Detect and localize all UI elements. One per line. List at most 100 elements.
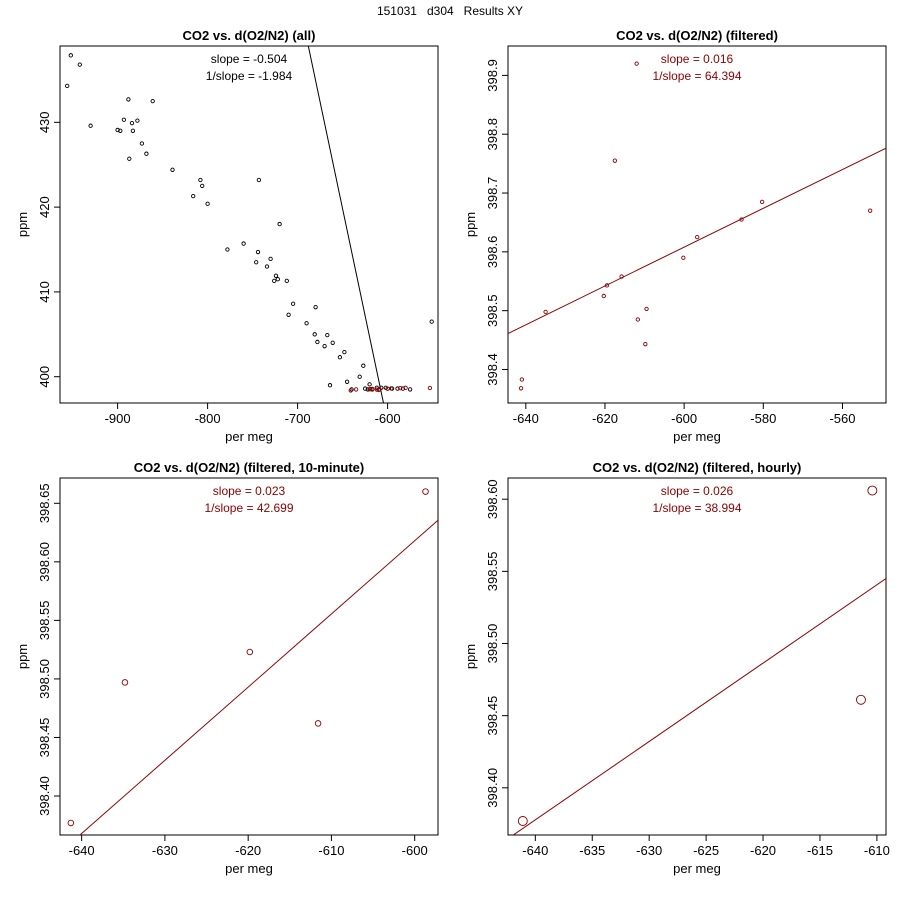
chart-panel-filtered: CO2 vs. d(O2/N2) (filtered) -640 -620 -600 -… [463,28,887,444]
x-tick-label: -620 [235,843,261,858]
x-tick-label: -900 [105,411,131,426]
data-point-filtered [374,387,379,392]
data-point-all [200,183,205,189]
data-point-all [327,383,333,388]
data-point-10-minute [121,679,129,686]
data-point-all [342,349,347,355]
data-point-all [115,127,120,133]
data-point-all [286,312,291,317]
x-tick-label: -630 [636,843,662,858]
data-point-all [277,221,282,227]
chart-title: CO2 vs. d(O2/N2) (filtered, hourly) [593,460,802,475]
data-point-hourly [867,485,878,496]
data-point-filtered [601,293,606,299]
data-point-filtered [353,387,359,392]
data-point-all [121,117,127,122]
y-tick-label: 398.9 [485,59,500,92]
data-point-all [264,264,270,269]
x-tick-label: -620 [592,411,618,426]
data-point-10-minute [67,819,75,827]
y-tick-label: 398.45 [485,696,500,736]
x-tick-label: -600 [671,411,697,426]
x-tick-label: -580 [750,411,776,426]
data-point-filtered [644,306,649,312]
y-tick-label: 398.40 [485,768,500,808]
x-tick-label: -600 [402,843,428,858]
data-point-all [135,118,140,123]
data-point-all [118,128,123,133]
y-tick-label: 400 [37,366,52,388]
data-point-all [365,387,370,392]
x-tick-label: -640 [522,843,548,858]
plot-area [65,46,434,403]
page-title: 151031 d304 Results XY [376,4,524,18]
x-tick-label: -610 [318,843,344,858]
chart-panel-all: CO2 vs. d(O2/N2) (all) -900 -800 -700 -600 pe… [15,28,439,444]
data-point-all [241,241,246,246]
data-point-all [256,177,262,183]
x-tick-label: -640 [513,411,539,426]
plot-area [508,61,886,391]
slope-annotation: 1/slope = 38.994 [652,501,741,515]
data-point-all [88,123,93,128]
data-point-all [205,201,210,206]
y-tick-label: 410 [37,281,52,303]
data-point-filtered [604,283,610,288]
data-point-all [225,247,230,252]
data-point-10-minute [422,488,429,495]
x-tick-label: -620 [750,843,776,858]
slope-annotation: slope = -0.504 [211,52,288,66]
slope-annotation: slope = 0.023 [213,484,286,498]
data-point-all [337,355,343,360]
data-point-all [144,151,149,156]
data-point-filtered [377,387,382,392]
x-axis-label: per meg [673,429,721,444]
slope-annotation: slope = 0.016 [661,52,734,66]
y-tick-label: 398.65 [37,483,52,523]
x-axis-label: per meg [225,429,273,444]
data-point-filtered [427,385,433,391]
y-tick-label: 398.4 [485,353,500,386]
data-point-all [400,386,406,391]
data-point-filtered [543,309,548,314]
data-point-10-minute [314,720,322,727]
data-point-all [198,177,203,183]
data-point-filtered [619,274,624,279]
data-point-filtered [612,158,618,163]
chart-panel-hourly: CO2 vs. d(O2/N2) (filtered, hourly) -640 -… [463,460,890,876]
x-axis-label: per meg [225,861,273,876]
slope-annotation: 1/slope = 42.699 [204,501,293,515]
data-point-all [429,319,434,324]
y-tick-label: 398.7 [485,177,500,210]
plot-frame [507,477,887,836]
y-tick-label: 398.5 [485,294,500,327]
y-tick-label: 398.45 [37,718,52,758]
data-point-10-minute [246,648,254,656]
data-point-all [170,167,175,172]
x-axis-label: per meg [673,861,721,876]
data-point-all [367,382,372,387]
data-point-filtered [398,386,403,391]
y-tick-label: 398.60 [485,479,500,519]
chart-panel-ten-minute: CO2 vs. d(O2/N2) (filtered, 10-minute) -6… [15,460,439,876]
x-tick-label: -560 [829,411,855,426]
data-point-filtered [739,217,744,222]
data-point-filtered [681,255,686,260]
data-point-all [361,363,366,368]
data-point-all [344,379,350,384]
data-point-all [139,141,145,146]
chart-title: CO2 vs. d(O2/N2) (all) [183,28,316,43]
data-point-filtered [634,61,639,66]
y-tick-label: 420 [37,196,52,218]
data-point-all [357,374,362,379]
data-point-all [127,156,132,161]
plot-area [512,485,886,835]
data-point-filtered [635,317,640,322]
y-tick-label: 398.50 [485,624,500,664]
y-axis-label: ppm [463,644,478,669]
data-point-filtered [519,377,525,382]
data-point-all [126,97,131,102]
x-tick-label: -700 [285,411,311,426]
x-tick-label: -640 [69,843,95,858]
